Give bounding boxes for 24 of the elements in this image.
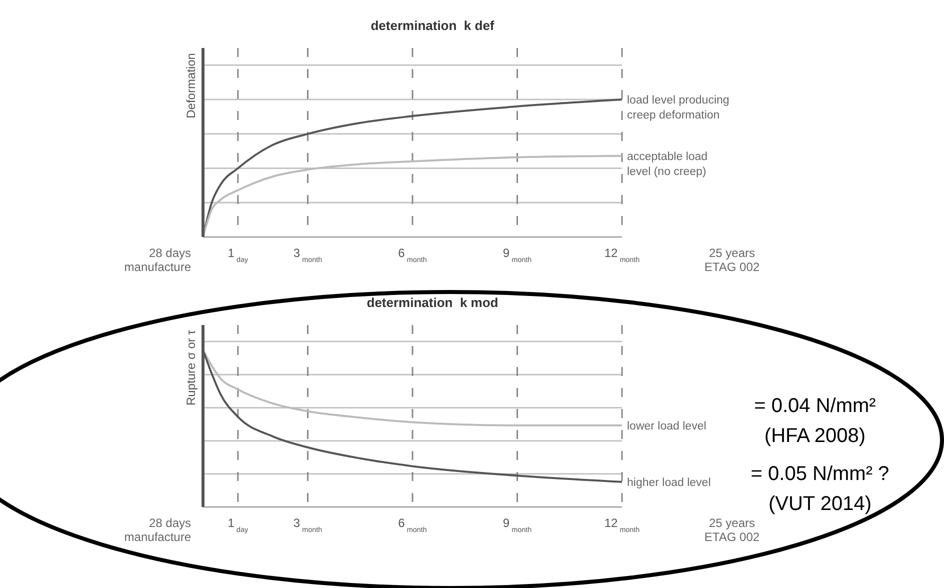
x-tick-label: 12$_{month}$ [604,246,640,264]
series-label: acceptable load level (no creep) [627,150,708,178]
x-tick-label: 1$_{day}$ [228,516,248,534]
chart-title: determination k mod [366,295,498,310]
text: 25 years ETAG 002 [704,516,760,544]
y-axis-title: Rupture σ or τ [184,330,198,406]
y-axis-title: Deformation [184,53,198,118]
x-tick-label: 1$_{day}$ [228,246,248,264]
text: 28 days manufacture [124,516,192,544]
series-label: higher load level [627,476,711,489]
chart-title: determination k def [370,18,495,33]
x-tick-label: 3$_{month}$ [293,516,322,534]
text: 25 years ETAG 002 [704,246,760,274]
x-tick-label: 6$_{month}$ [398,516,427,534]
x-tick-label: 12$_{month}$ [604,516,640,534]
series-label: load level producing creep deformation [627,94,730,122]
x-tick-label: 3$_{month}$ [293,246,322,264]
x-tick-label: 9$_{month}$ [502,246,532,264]
text: = 0.04 N/mm² (HFA 2008) [754,395,876,447]
x-tick-label: 9$_{month}$ [502,516,532,534]
x-tick-label: 6$_{month}$ [398,246,427,264]
series-label: lower load level [627,420,706,432]
text: = 0.05 N/mm² ? (VUT 2014) [750,463,890,515]
text: 28 days manufacture [124,246,192,274]
